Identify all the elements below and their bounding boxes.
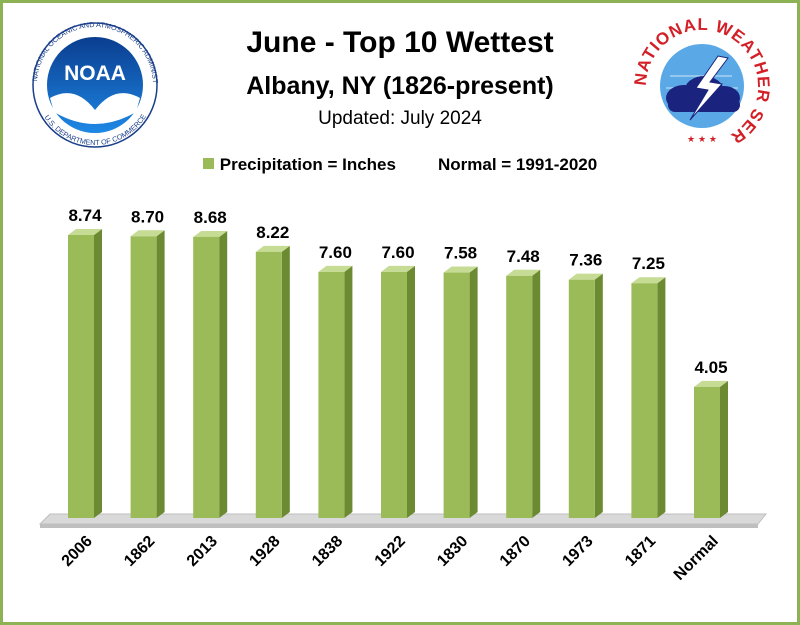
- bar-Normal: [694, 386, 720, 518]
- x-tick-label-Normal: Normal: [671, 533, 722, 584]
- bar-side-1922: [407, 265, 415, 518]
- bar-side-1928: [281, 245, 290, 518]
- bar-1862: [130, 236, 157, 518]
- data-label-1838: 7.60: [319, 243, 352, 262]
- x-tick-label-2013: 2013: [184, 533, 221, 570]
- data-label-1973: 7.36: [569, 251, 602, 270]
- bar-2013: [193, 236, 220, 518]
- bar-side-1871: [657, 277, 666, 518]
- bar-top-1973: [568, 273, 603, 280]
- data-label-1922: 7.60: [381, 243, 414, 262]
- bar-top-2013: [193, 230, 228, 237]
- bar-side-2006: [94, 229, 102, 518]
- x-tick-label-1973: 1973: [559, 533, 596, 570]
- bar-2006: [68, 235, 94, 518]
- bar-top-1838: [318, 265, 353, 272]
- chart-floor-edge: [40, 524, 758, 528]
- legend: Precipitation = Inches Normal = 1991-2020: [0, 155, 800, 175]
- bar-1830: [443, 272, 470, 518]
- x-tick-label-1928: 1928: [246, 533, 283, 570]
- x-tick-label-1838: 1838: [309, 533, 346, 570]
- bar-top-1928: [255, 245, 290, 252]
- legend-series-label: Precipitation = Inches: [219, 155, 396, 174]
- data-label-2013: 8.68: [194, 208, 227, 227]
- x-tick-label-2006: 2006: [59, 533, 96, 570]
- noaa-wordmark: NOAA: [64, 62, 126, 85]
- data-label-1870: 7.48: [507, 247, 540, 266]
- legend-normal-note: Normal = 1991-2020: [437, 155, 598, 174]
- bar-top-Normal: [694, 380, 728, 387]
- updated-date: Updated: July 2024: [318, 108, 482, 129]
- data-label-2006: 8.74: [68, 206, 102, 225]
- bar-1928: [255, 251, 282, 518]
- bar-side-Normal: [720, 380, 728, 518]
- bar-1870: [506, 275, 533, 518]
- x-tick-label-1922: 1922: [372, 533, 409, 570]
- x-tick-label-1871: 1871: [622, 533, 659, 570]
- data-label-Normal: 4.05: [694, 358, 727, 377]
- bar-1871: [631, 283, 658, 518]
- bar-side-1862: [156, 230, 165, 518]
- bar-top-1871: [631, 277, 666, 284]
- bar-1838: [318, 271, 345, 518]
- bar-1922: [381, 271, 407, 518]
- bar-top-1862: [130, 230, 165, 237]
- x-tick-label-1870: 1870: [497, 533, 534, 570]
- nws-logo: NATIONAL WEATHER SERVICE ★ ★ ★: [632, 10, 772, 152]
- bar-side-1830: [469, 266, 478, 518]
- noaa-logo: NATIONAL OCEANIC AND ATMOSPHERIC ADMINIS…: [30, 12, 160, 148]
- bar-side-2013: [219, 230, 228, 518]
- bar-side-1973: [594, 273, 603, 518]
- legend-swatch: [202, 158, 214, 169]
- bar-top-2006: [68, 229, 102, 235]
- x-tick-label-1862: 1862: [121, 533, 158, 570]
- bar-side-1870: [532, 269, 541, 518]
- data-label-1862: 8.70: [131, 207, 164, 226]
- data-label-1928: 8.22: [256, 223, 289, 242]
- bar-top-1922: [381, 265, 415, 272]
- bar-top-1870: [506, 269, 541, 276]
- svg-text:★ ★ ★: ★ ★ ★: [687, 135, 717, 145]
- bar-1973: [568, 279, 595, 518]
- x-tick-label-1830: 1830: [434, 533, 471, 570]
- chart-title: June - Top 10 Wettest: [246, 26, 554, 59]
- data-label-1871: 7.25: [632, 254, 665, 273]
- data-label-1830: 7.58: [444, 244, 477, 263]
- chart-subtitle: Albany, NY (1826-present): [246, 72, 554, 100]
- bar-side-1838: [344, 265, 353, 518]
- bar-top-1830: [443, 266, 478, 273]
